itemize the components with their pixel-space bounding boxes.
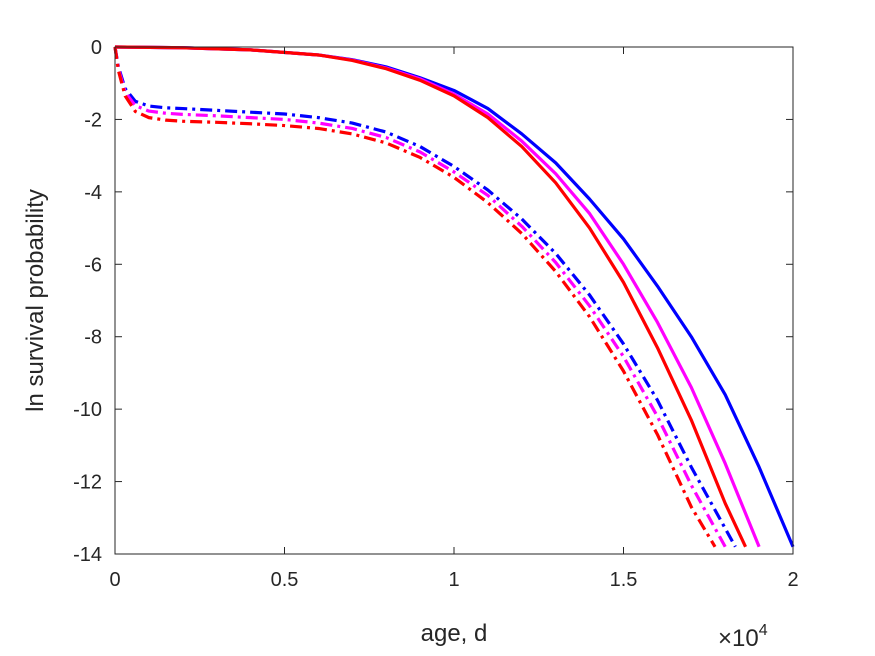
y-axis-title: ln survival probability <box>22 189 49 412</box>
ticks-layer: 0 0.5 1 1.5 2 0 -2 -4 -6 -8 -10 -12 -14 <box>73 37 798 591</box>
y-tick-label: -2 <box>84 109 102 131</box>
series-line-dashdot-5 <box>113 46 717 548</box>
plot-area <box>115 47 793 554</box>
x-axis-exponent: ×104 <box>718 622 768 652</box>
series-line-solid-2 <box>114 45 747 548</box>
y-tick-label: -8 <box>84 327 102 349</box>
y-tick-label: -10 <box>73 399 102 421</box>
series-layer <box>113 45 795 548</box>
x-axis-title: age, d <box>421 620 488 647</box>
y-tick-label: -6 <box>84 254 102 276</box>
x-tick-label: 0.5 <box>271 569 299 591</box>
y-tick-label: -4 <box>84 182 102 204</box>
series-line-dashdot-4 <box>113 46 727 548</box>
y-tick-label: -14 <box>73 544 102 566</box>
x-tick-label: 0 <box>109 569 120 591</box>
x-exponent-base: ×10 <box>718 625 759 652</box>
x-tick-label: 1.5 <box>610 569 638 591</box>
x-tick-label: 1 <box>448 569 459 591</box>
y-tick-label: -12 <box>73 472 102 494</box>
x-tick-label: 2 <box>787 569 798 591</box>
x-exponent-power: 4 <box>759 622 768 639</box>
series-line-dashdot-3 <box>113 46 737 548</box>
y-tick-label: 0 <box>91 37 102 59</box>
